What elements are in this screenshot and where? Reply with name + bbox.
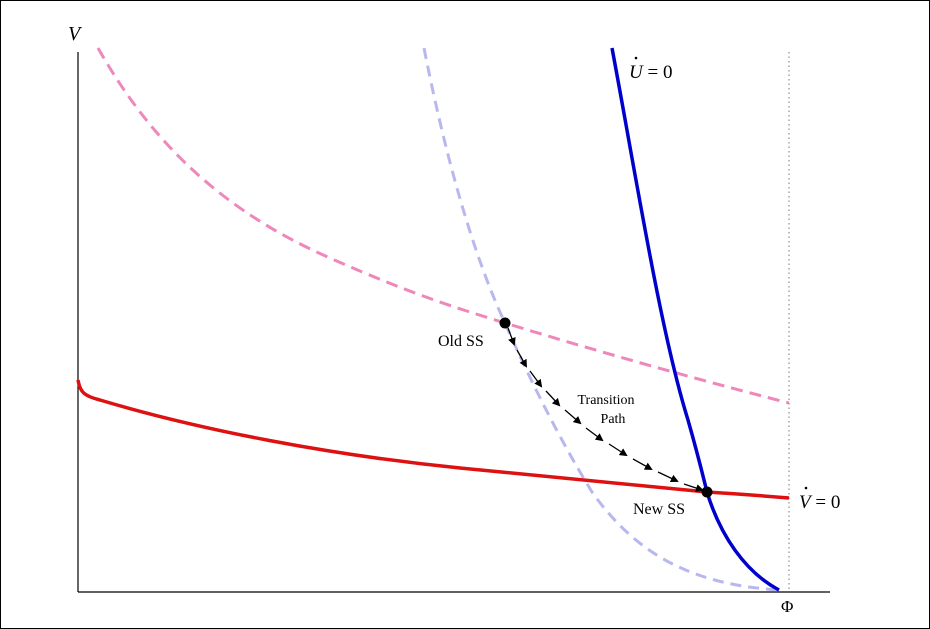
y-axis-label: V	[68, 23, 83, 45]
old-ss-point	[499, 317, 511, 329]
svg-text:V = 0: V = 0	[799, 492, 840, 513]
old-ss-label: Old SS	[438, 333, 484, 350]
u-dot-accent	[634, 56, 638, 60]
old-v-dot-zero-curve	[96, 47, 790, 405]
v-dot-accent	[804, 486, 808, 490]
transition-path	[507, 327, 704, 492]
x-axis-label: Φ	[781, 597, 793, 616]
transition-path-label-line2: Path	[601, 412, 626, 427]
u-dot-zero-label: U = 0	[629, 56, 672, 83]
v-dot-zero-label: V = 0	[799, 486, 840, 513]
new-ss-point	[701, 486, 713, 498]
u-dot-zero-label-var: U	[629, 62, 644, 83]
transition-path-label-line1: Transition	[577, 393, 634, 408]
u-dot-zero-label-rest: = 0	[647, 62, 672, 83]
old-u-dot-zero-curve	[422, 47, 780, 592]
svg-text:U = 0: U = 0	[629, 62, 672, 83]
v-dot-zero-label-rest: = 0	[815, 492, 840, 513]
u-dot-zero-curve	[610, 47, 780, 592]
new-ss-label: New SS	[633, 501, 685, 518]
v-dot-zero-curve	[76, 379, 790, 500]
v-dot-zero-label-var: V	[799, 492, 813, 513]
